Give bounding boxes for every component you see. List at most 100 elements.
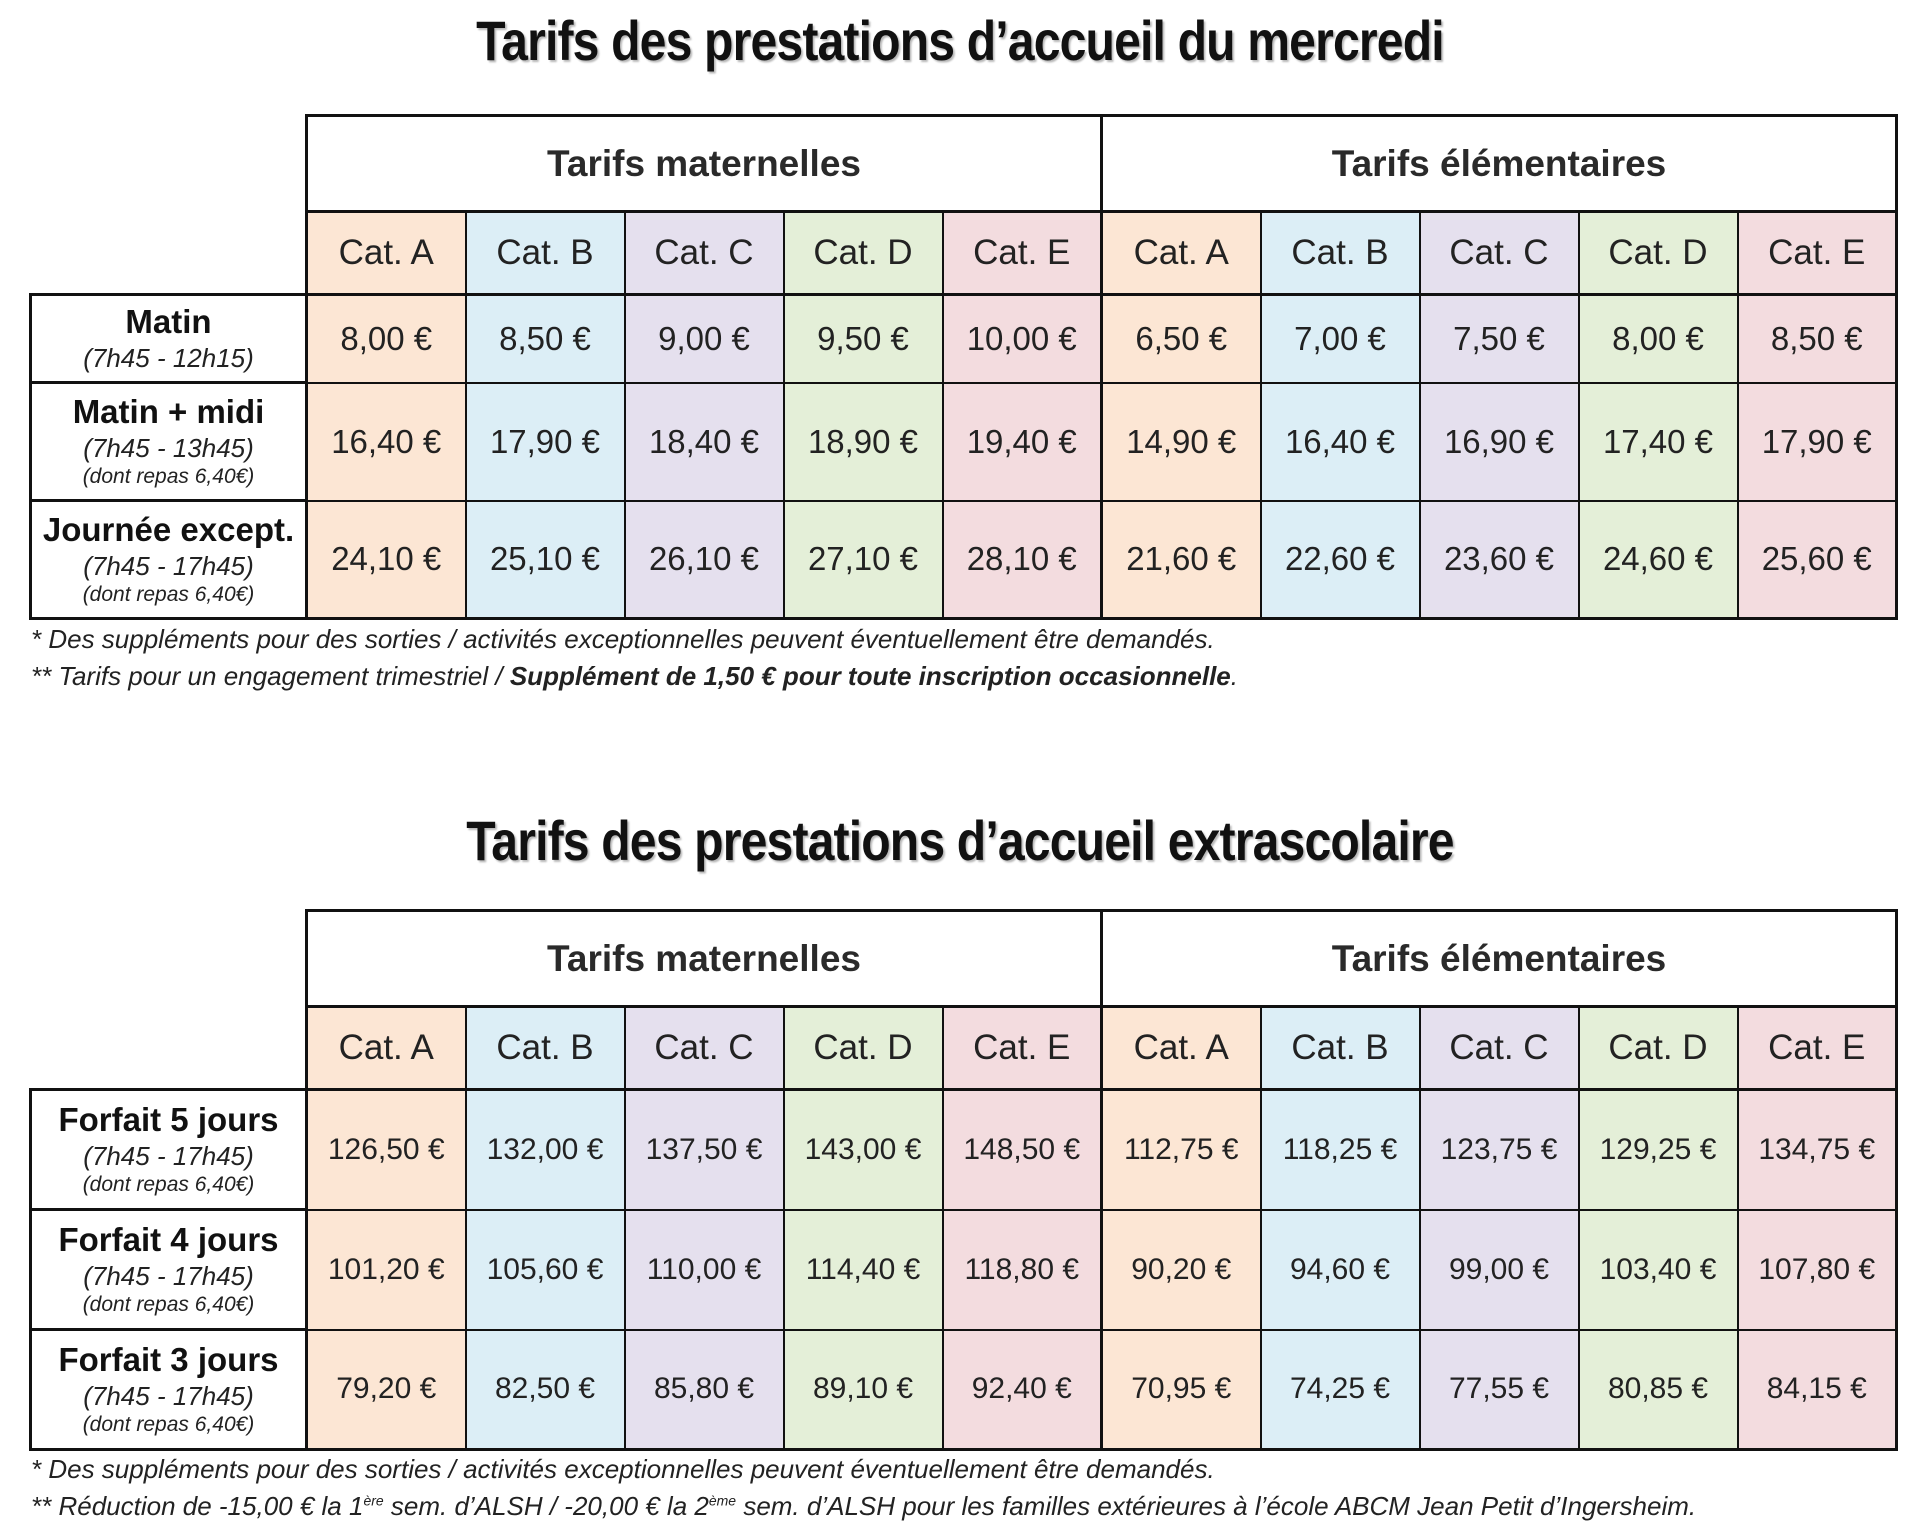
price-cell: 8,00 € — [1577, 293, 1739, 384]
row-time: (7h45 - 17h45) — [83, 1141, 254, 1172]
row-label: Forfait 4 jours — [58, 1220, 279, 1258]
group-header-maternelles: Tarifs maternelles — [305, 909, 1103, 1008]
price-cell: 7,50 € — [1418, 293, 1580, 384]
price-cell: 143,00 € — [782, 1088, 944, 1211]
row-time: (7h45 - 17h45) — [83, 1381, 254, 1412]
wednesday-tariffs-table: Tarifs maternelles Tarifs élémentaires C… — [29, 114, 1898, 620]
corner-blank — [31, 911, 307, 1007]
price-cell: 129,25 € — [1577, 1088, 1739, 1211]
row-label: Journée except. — [42, 510, 295, 548]
price-cell: 89,10 € — [782, 1328, 944, 1451]
category-header: Cat. B — [464, 210, 626, 296]
price-cell: 17,40 € — [1577, 381, 1739, 502]
category-header: Cat. D — [782, 1005, 944, 1091]
price-cell: 80,85 € — [1577, 1328, 1739, 1451]
category-header: Cat. A — [1100, 1005, 1262, 1091]
price-cell: 18,90 € — [782, 381, 944, 502]
category-header: Cat. D — [1577, 1005, 1739, 1091]
footnote-text: sem. d’ALSH / -20,00 € la 2 — [383, 1491, 709, 1521]
price-cell: 85,80 € — [623, 1328, 785, 1451]
row-note: (dont repas 6,40€) — [82, 583, 255, 607]
price-cell: 8,00 € — [305, 293, 467, 384]
price-cell: 17,90 € — [1736, 381, 1898, 502]
price-cell: 105,60 € — [464, 1208, 626, 1331]
row-time: (7h45 - 13h45) — [83, 433, 254, 464]
price-cell: 10,00 € — [941, 293, 1103, 384]
row-label: Forfait 5 jours — [58, 1100, 279, 1138]
price-cell: 6,50 € — [1100, 293, 1262, 384]
row-label: Matin + midi — [72, 392, 265, 430]
row-note: (dont repas 6,40€) — [82, 1173, 255, 1197]
price-cell: 107,80 € — [1736, 1208, 1898, 1331]
footnote-bold-text: Supplément de 1,50 € pour toute inscript… — [509, 661, 1231, 691]
price-cell: 148,50 € — [941, 1088, 1103, 1211]
price-cell: 137,50 € — [623, 1088, 785, 1211]
price-cell: 14,90 € — [1100, 381, 1262, 502]
price-cell: 28,10 € — [941, 499, 1103, 620]
category-header: Cat. A — [305, 210, 467, 296]
footnote-supplements: * Des suppléments pour des sorties / act… — [31, 1454, 1215, 1484]
category-header: Cat. C — [1418, 210, 1580, 296]
price-cell: 77,55 € — [1418, 1328, 1580, 1451]
price-cell: 23,60 € — [1418, 499, 1580, 620]
footnote-reduction: ** Réduction de -15,00 € la 1ère sem. d’… — [31, 1491, 1696, 1522]
price-cell: 112,75 € — [1100, 1088, 1262, 1211]
row-time: (7h45 - 17h45) — [83, 551, 254, 582]
price-cell: 18,40 € — [623, 381, 785, 502]
price-cell: 132,00 € — [464, 1088, 626, 1211]
price-cell: 22,60 € — [1259, 499, 1421, 620]
price-cell: 16,40 € — [305, 381, 467, 502]
row-note: (dont repas 6,40€) — [82, 1413, 255, 1437]
price-cell: 9,50 € — [782, 293, 944, 384]
price-cell: 25,10 € — [464, 499, 626, 620]
price-cell: 94,60 € — [1259, 1208, 1421, 1331]
price-cell: 84,15 € — [1736, 1328, 1898, 1451]
group-header-elementaires: Tarifs élémentaires — [1100, 909, 1898, 1008]
footnote-text: sem. d’ALSH pour les familles extérieure… — [736, 1491, 1697, 1521]
footnote-text: ** Réduction de -15,00 € la 1 — [31, 1491, 364, 1521]
price-cell: 101,20 € — [305, 1208, 467, 1331]
corner-blank — [31, 1007, 307, 1090]
price-cell: 92,40 € — [941, 1328, 1103, 1451]
section1-title: Tarifs des prestations d’accueil du merc… — [476, 9, 1444, 72]
price-cell: 8,50 € — [464, 293, 626, 384]
group-header-maternelles: Tarifs maternelles — [305, 114, 1103, 213]
price-cell: 16,90 € — [1418, 381, 1580, 502]
price-cell: 70,95 € — [1100, 1328, 1262, 1451]
price-cell: 8,50 € — [1736, 293, 1898, 384]
row-time: (7h45 - 17h45) — [83, 1261, 254, 1292]
price-cell: 123,75 € — [1418, 1088, 1580, 1211]
price-cell: 17,90 € — [464, 381, 626, 502]
price-cell: 7,00 € — [1259, 293, 1421, 384]
price-cell: 19,40 € — [941, 381, 1103, 502]
price-cell: 82,50 € — [464, 1328, 626, 1451]
row-note: (dont repas 6,40€) — [82, 465, 255, 489]
category-header: Cat. E — [941, 210, 1103, 296]
category-header: Cat. A — [1100, 210, 1262, 296]
price-cell: 21,60 € — [1100, 499, 1262, 620]
price-cell: 126,50 € — [305, 1088, 467, 1211]
group-header-elementaires: Tarifs élémentaires — [1100, 114, 1898, 213]
price-cell: 134,75 € — [1736, 1088, 1898, 1211]
price-cell: 74,25 € — [1259, 1328, 1421, 1451]
row-header-forfait-4-jours: Forfait 4 jours (7h45 - 17h45) (dont rep… — [29, 1208, 308, 1331]
price-cell: 114,40 € — [782, 1208, 944, 1331]
corner-blank — [31, 116, 307, 212]
footnote-superscript: ère — [363, 1492, 384, 1509]
price-cell: 103,40 € — [1577, 1208, 1739, 1331]
row-header-forfait-3-jours: Forfait 3 jours (7h45 - 17h45) (dont rep… — [29, 1328, 308, 1451]
price-cell: 90,20 € — [1100, 1208, 1262, 1331]
price-cell: 16,40 € — [1259, 381, 1421, 502]
price-cell: 118,80 € — [941, 1208, 1103, 1331]
category-header: Cat. D — [1577, 210, 1739, 296]
category-header: Cat. E — [1736, 210, 1898, 296]
price-cell: 26,10 € — [623, 499, 785, 620]
category-header: Cat. A — [305, 1005, 467, 1091]
category-header: Cat. B — [1259, 210, 1421, 296]
footnote-text: . — [1230, 661, 1238, 691]
price-cell: 79,20 € — [305, 1328, 467, 1451]
row-label: Forfait 3 jours — [58, 1340, 279, 1378]
extrascolaire-tariffs-table: Tarifs maternelles Tarifs élémentaires C… — [29, 909, 1898, 1451]
price-cell: 110,00 € — [623, 1208, 785, 1331]
category-header: Cat. C — [1418, 1005, 1580, 1091]
